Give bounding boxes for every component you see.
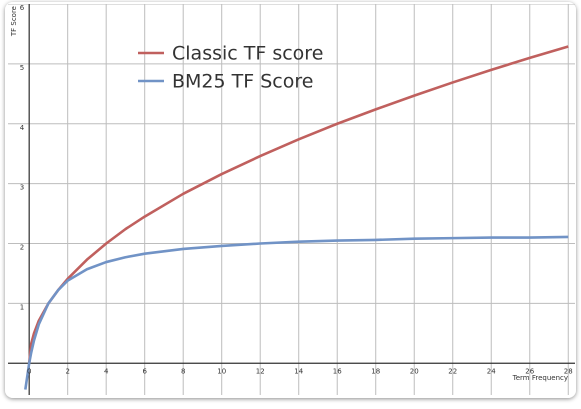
frame — [5, 2, 576, 398]
y-tick-label: 5 — [20, 64, 24, 72]
y-tick-label: 1 — [20, 303, 24, 311]
x-tick-label: 22 — [448, 367, 457, 375]
x-tick-label: 24 — [487, 367, 496, 375]
x-tick-label: 18 — [371, 367, 380, 375]
legend-label: BM25 TF Score — [172, 71, 313, 93]
x-tick-label: 10 — [217, 367, 226, 375]
x-tick-label: 4 — [104, 367, 109, 375]
x-tick-label: 20 — [410, 367, 419, 375]
y-tick-label: 4 — [20, 124, 25, 132]
x-tick-label: 0 — [27, 367, 31, 375]
x-tick-label: 16 — [333, 367, 342, 375]
legend-label: Classic TF score — [172, 43, 323, 65]
x-tick-label: 6 — [142, 367, 147, 375]
y-tick-label: 3 — [20, 184, 24, 192]
x-tick-label: 28 — [564, 367, 573, 375]
x-tick-label: 26 — [525, 367, 534, 375]
series-line — [24, 235, 569, 390]
x-tick-label: 2 — [65, 367, 69, 375]
x-tick-label: 14 — [294, 367, 303, 375]
y-tick-label: 2 — [20, 244, 24, 252]
y-axis-label: TF Score — [10, 6, 18, 37]
x-axis-label: Term Frequency — [512, 374, 568, 382]
y-tick-label: 6 — [20, 4, 25, 12]
x-tick-label: 12 — [256, 367, 265, 375]
x-tick-label: 8 — [181, 367, 185, 375]
